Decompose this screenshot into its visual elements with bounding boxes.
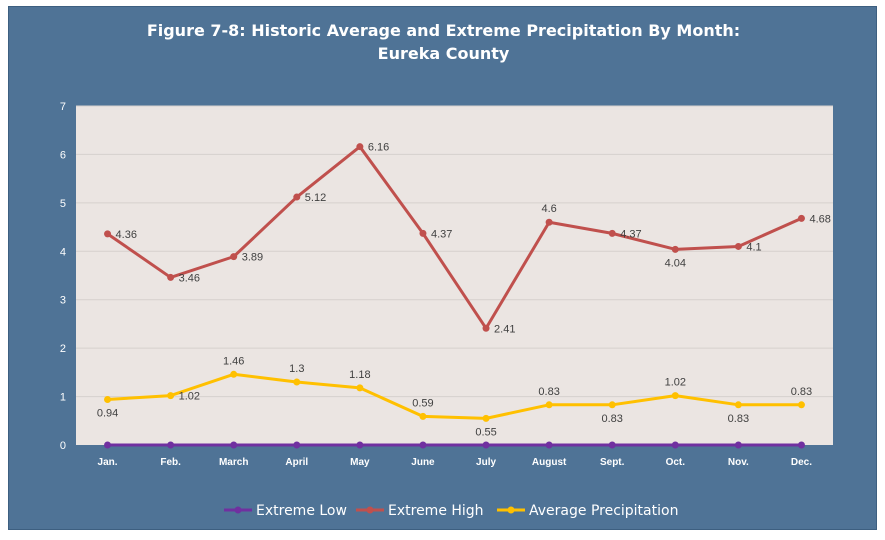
data-point (167, 392, 175, 400)
data-point (797, 401, 805, 409)
y-tick-label: 0 (60, 440, 66, 452)
data-point (230, 253, 238, 261)
data-label: 4.36 (116, 229, 137, 241)
legend: Extreme Low Extreme High Average Precipita… (224, 503, 678, 519)
data-point (482, 414, 490, 422)
y-tick-label: 4 (60, 246, 66, 258)
y-tick-label: 3 (60, 295, 66, 307)
data-point (293, 441, 301, 449)
data-point (104, 230, 112, 238)
x-tick-label: April (285, 457, 308, 468)
legend-label: Extreme Low (256, 503, 347, 519)
data-point (356, 441, 364, 449)
data-point (482, 324, 490, 332)
data-label: 0.83 (538, 386, 559, 398)
chart-title-line-1: Figure 7-8: Historic Average and Extreme… (146, 21, 741, 40)
data-label: 4.04 (665, 257, 686, 269)
data-label: 0.94 (97, 407, 118, 419)
y-tick-labels: 0 1 2 3 4 5 6 7 (60, 101, 66, 452)
data-label: 0.83 (728, 413, 749, 425)
data-label: 0.83 (791, 386, 812, 398)
data-label: 1.02 (665, 377, 686, 389)
y-tick-label: 5 (60, 198, 66, 210)
x-tick-label: August (532, 457, 567, 468)
data-point (797, 441, 805, 449)
data-point (104, 395, 112, 403)
x-tick-label: May (350, 457, 370, 468)
data-point (608, 441, 616, 449)
x-tick-label: Sept. (600, 457, 625, 468)
data-label: 0.55 (475, 426, 496, 438)
data-point (482, 441, 490, 449)
x-tick-label: Feb. (160, 457, 181, 468)
legend-label: Average Precipitation (529, 503, 678, 519)
legend-marker (366, 506, 374, 514)
x-tick-label: June (411, 457, 435, 468)
x-tick-label: Nov. (728, 457, 749, 468)
data-label: 1.46 (223, 355, 244, 367)
y-tick-label: 6 (60, 149, 66, 161)
series-line (106, 145, 803, 330)
x-tick-label: Oct. (666, 457, 686, 468)
data-label: 2.41 (494, 323, 515, 335)
legend-marker (507, 506, 515, 514)
data-point (797, 214, 805, 222)
data-label: 3.89 (242, 252, 263, 264)
data-label: 4.37 (620, 228, 641, 240)
legend-marker (234, 506, 242, 514)
data-label: 1.18 (349, 369, 370, 381)
data-point (293, 378, 301, 386)
series-line (107, 372, 802, 420)
data-point (167, 273, 175, 281)
gridlines (76, 105, 833, 398)
y-tick-label: 2 (60, 343, 66, 355)
data-point (734, 441, 742, 449)
data-point (545, 218, 553, 226)
data-label: 0.83 (601, 413, 622, 425)
data-label: 3.46 (179, 272, 200, 284)
data-point (230, 441, 238, 449)
data-label: 1.3 (289, 363, 304, 375)
data-labels: 4.36 3.46 3.89 5.12 6.16 4.37 2.41 4.6 4.37 4.04 4… (97, 142, 831, 439)
data-label: 4.68 (809, 213, 830, 225)
chart-title: Figure 7-8: Historic Average and Extreme… (9, 19, 878, 65)
data-point (671, 245, 679, 253)
data-label: 1.02 (179, 391, 200, 403)
y-tick-label: 7 (60, 101, 66, 113)
data-point (608, 229, 616, 237)
y-tick-label: 1 (60, 392, 66, 404)
data-point (608, 401, 616, 409)
x-tick-label: Jan. (98, 457, 118, 468)
x-tick-label: July (476, 457, 496, 468)
data-point (671, 392, 679, 400)
data-point (419, 441, 427, 449)
data-point (734, 242, 742, 250)
data-label: 4.37 (431, 228, 452, 240)
data-point (419, 229, 427, 237)
data-point (419, 412, 427, 420)
data-point (545, 441, 553, 449)
data-point (167, 441, 175, 449)
data-label: 4.1 (746, 241, 761, 253)
data-point (230, 370, 238, 378)
data-label: 6.16 (368, 142, 389, 154)
plot-area (76, 106, 833, 445)
x-tick-label: Dec. (791, 457, 812, 468)
data-point (734, 401, 742, 409)
data-label: 4.6 (541, 203, 556, 215)
legend-label: Extreme High (388, 503, 484, 519)
data-point (545, 401, 553, 409)
data-point (356, 143, 364, 151)
x-tick-label: March (219, 457, 248, 468)
chart-title-line-2: Eureka County (377, 44, 510, 63)
data-label: 0.59 (412, 397, 433, 409)
data-point (671, 441, 679, 449)
data-point (104, 441, 112, 449)
x-tick-labels: Jan. Feb. March April May June July August Sept.… (98, 457, 813, 468)
data-point (293, 193, 301, 201)
data-label: 5.12 (305, 192, 326, 204)
data-point (356, 384, 364, 392)
series-lines (104, 143, 805, 449)
